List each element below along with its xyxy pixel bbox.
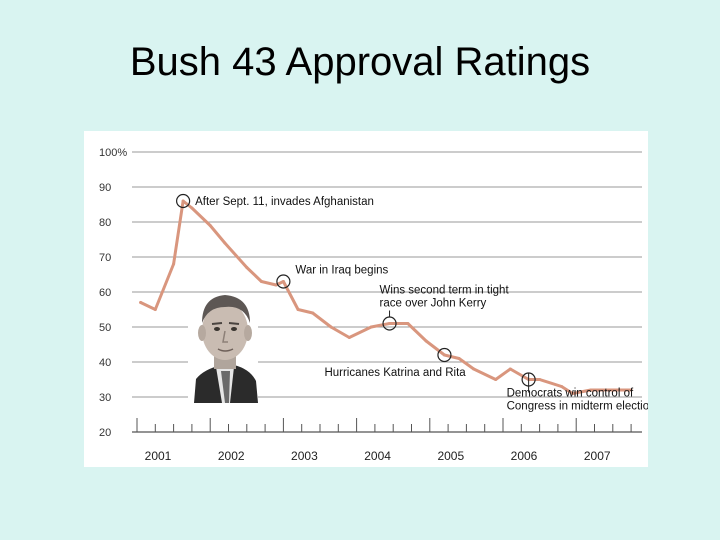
x-tick-label: 2006	[511, 449, 538, 463]
approval-series	[139, 199, 633, 395]
y-tick-label: 50	[99, 322, 111, 334]
annotation-label: Democrats win control of	[507, 388, 634, 400]
annotation-label: race over John Kerry	[380, 298, 487, 310]
data-point	[424, 339, 428, 343]
data-point	[311, 311, 315, 315]
data-point	[208, 224, 212, 227]
data-point	[329, 325, 333, 329]
data-point	[281, 280, 285, 283]
y-tick-label: 80	[99, 217, 111, 229]
data-point	[611, 388, 615, 392]
data-point	[472, 367, 476, 371]
data-point	[153, 308, 157, 311]
event-marker	[382, 316, 397, 331]
president-portrait-icon	[188, 293, 258, 403]
data-point	[181, 199, 185, 203]
x-tick-label: 2003	[291, 449, 318, 463]
data-point	[190, 206, 194, 210]
slide-title: Bush 43 Approval Ratings	[129, 40, 591, 84]
data-point	[296, 308, 300, 311]
y-axis-ticks: 100% 90 80 70 60 50 40 30 20	[99, 147, 127, 439]
data-point	[629, 388, 633, 392]
y-tick-label: 100%	[99, 147, 127, 159]
data-point	[589, 388, 593, 392]
x-tick-label: 2001	[145, 449, 172, 463]
y-tick-label: 70	[99, 252, 111, 264]
data-point	[223, 241, 227, 245]
data-point	[245, 266, 249, 269]
data-point	[172, 262, 176, 266]
annotation-label: After Sept. 11, invades Afghanistan	[195, 196, 374, 208]
data-point	[347, 336, 351, 339]
y-tick-label: 20	[99, 427, 111, 439]
x-tick-label: 2002	[218, 449, 245, 463]
data-point	[259, 280, 263, 283]
y-tick-label: 30	[99, 392, 111, 404]
data-point	[406, 322, 410, 325]
data-point	[560, 385, 564, 388]
data-point	[139, 301, 143, 304]
event-marker	[437, 347, 452, 363]
y-tick-label: 90	[99, 182, 111, 194]
chart-panel: 100% 90 80 70 60 50 40 30 20 After Sept. 11, inv…	[84, 131, 648, 467]
annotation-label: Congress in midterm elections	[507, 401, 648, 413]
event-marker	[276, 274, 291, 289]
event-marker	[176, 193, 191, 209]
x-tick-label: 2007	[584, 449, 611, 463]
x-tick-label: 2004	[364, 449, 391, 463]
data-point	[442, 353, 446, 357]
data-point	[538, 378, 542, 381]
data-point	[274, 283, 278, 287]
data-point	[494, 378, 498, 381]
x-axis: 2001 2002 2003 2004 2005 2006 2007	[132, 418, 642, 463]
data-point	[369, 325, 373, 329]
x-tick-label: 2005	[437, 449, 464, 463]
y-tick-label: 40	[99, 357, 111, 369]
y-tick-label: 60	[99, 287, 111, 299]
data-point	[388, 322, 392, 325]
event-annotations: After Sept. 11, invades Afghanistan War i…	[176, 193, 648, 413]
data-point	[457, 357, 461, 360]
annotation-label: Wins second term in tight	[380, 285, 510, 297]
approval-line-chart: 100% 90 80 70 60 50 40 30 20 After Sept. 11, inv…	[99, 147, 648, 463]
data-point	[508, 367, 512, 371]
data-point	[571, 392, 575, 395]
annotation-label: War in Iraq begins	[295, 265, 388, 277]
annotation-label: Hurricanes Katrina and Rita	[324, 367, 466, 379]
